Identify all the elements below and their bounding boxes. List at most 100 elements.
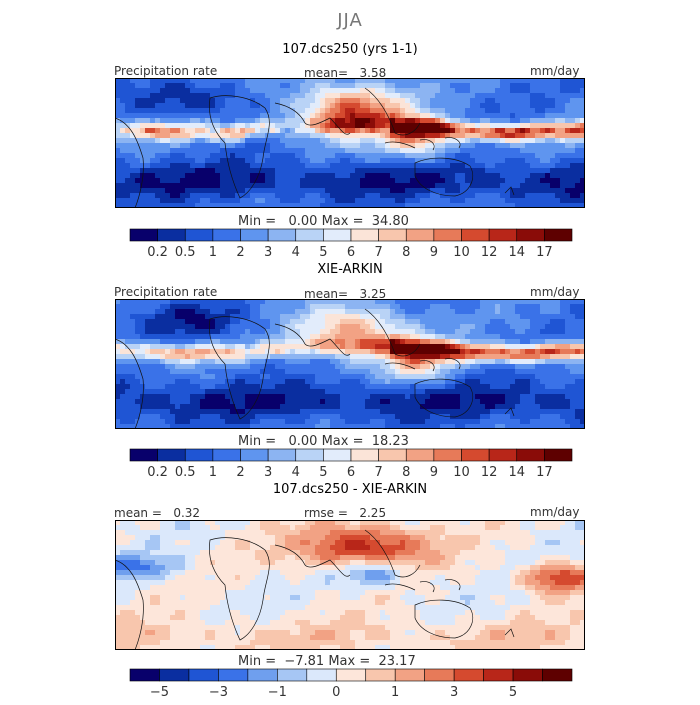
- panel3-minmax: Min = −7.81 Max = 23.17: [238, 654, 416, 669]
- panel1-precip-map: [115, 78, 585, 208]
- panel2-title: XIE-ARKIN: [317, 262, 383, 277]
- colorbar-tick-label: 10: [453, 245, 470, 260]
- colorbar-tick-label: 0: [332, 685, 340, 700]
- panel1-title: 107.dcs250 (yrs 1-1): [282, 42, 418, 57]
- colorbar-tick-label: 6: [347, 465, 355, 480]
- colorbar-tick-label: 4: [292, 245, 300, 260]
- panel2-mean-label: mean= 3.25: [304, 287, 387, 301]
- colorbar-swatch: [405, 228, 435, 242]
- colorbar-swatch: [212, 448, 241, 462]
- colorbar-swatch: [461, 228, 490, 242]
- coastline: [414, 157, 474, 197]
- colorbar-swatch: [157, 228, 186, 242]
- colorbar-swatch: [212, 228, 241, 242]
- colorbar-swatch: [240, 448, 269, 462]
- colorbar-tick-label: 17: [536, 465, 553, 480]
- colorbar-swatch: [184, 448, 214, 462]
- colorbar-tick-label: 2: [236, 245, 244, 260]
- colorbar-tick-label: 2: [236, 465, 244, 480]
- colorbar-tick-label: 12: [481, 465, 498, 480]
- colorbar-swatch: [488, 228, 518, 242]
- colorbar-tick-label: 7: [374, 465, 382, 480]
- colorbar-swatch: [295, 448, 324, 462]
- colorbar-swatch: [405, 448, 435, 462]
- colorbar-swatch: [323, 228, 352, 242]
- colorbar-swatch: [365, 668, 396, 682]
- coastline: [384, 358, 461, 372]
- colorbar-tick-label: 0.5: [175, 245, 196, 260]
- colorbar-tick-label: 8: [402, 465, 410, 480]
- colorbar-tick-label: 1: [209, 245, 217, 260]
- panel1-colorbar: 0.2 0.5 1 2 3 4 5 6 7 8 9 10 12 14 17: [129, 228, 573, 260]
- season-label: JJA: [337, 10, 363, 31]
- coastline: [274, 323, 351, 356]
- colorbar-swatch: [461, 448, 490, 462]
- coastline: [209, 537, 270, 641]
- colorbar-tick-label: −1: [268, 685, 287, 700]
- colorbar-tick-label: 4: [292, 465, 300, 480]
- colorbar-swatch: [247, 668, 278, 682]
- colorbar-swatch: [424, 668, 455, 682]
- coastline: [364, 87, 421, 136]
- colorbar-tick-label: 1: [209, 465, 217, 480]
- coastline: [414, 378, 474, 418]
- colorbar-tick-label: 7: [374, 245, 382, 260]
- colorbar-swatch: [306, 668, 337, 682]
- colorbar-swatch: [159, 668, 190, 682]
- colorbar-swatch: [240, 228, 269, 242]
- colorbar-swatch: [453, 668, 484, 682]
- coastline: [115, 559, 144, 650]
- panel3-mean-label: mean = 0.32: [114, 506, 201, 520]
- coastline: [384, 137, 461, 151]
- colorbar-tick-label: 3: [264, 465, 272, 480]
- panel3-difference-map: [115, 520, 585, 650]
- colorbar-swatch: [488, 448, 518, 462]
- panel1-variable-label: Precipitation rate: [114, 64, 218, 78]
- panel2-precip-map: [115, 299, 585, 429]
- colorbar-swatch: [323, 448, 352, 462]
- colorbar-swatch: [544, 228, 573, 242]
- coastline: [209, 95, 270, 199]
- panel1-mean-label: mean= 3.58: [304, 66, 387, 80]
- colorbar-swatch: [350, 228, 379, 242]
- colorbar-tick-label: 9: [430, 245, 438, 260]
- colorbar-swatch: [433, 228, 462, 242]
- coastline: [274, 544, 351, 577]
- colorbar-tick-label: 14: [508, 465, 525, 480]
- colorbar-swatch: [267, 448, 297, 462]
- colorbar-swatch: [129, 668, 160, 682]
- colorbar-swatch: [512, 668, 543, 682]
- colorbar-swatch: [184, 228, 214, 242]
- colorbar-tick-label: 5: [319, 465, 327, 480]
- colorbar-swatch: [335, 668, 367, 682]
- colorbar-swatch: [267, 228, 297, 242]
- colorbar-tick-label: 3: [264, 245, 272, 260]
- coastline: [504, 186, 515, 196]
- panel3-colorbar: −5 −3 −1 0 1 3 5: [129, 668, 573, 700]
- colorbar-swatch: [378, 228, 407, 242]
- panel3-rmse-label: rmse = 2.25: [304, 506, 387, 520]
- panel2-colorbar: 0.2 0.5 1 2 3 4 5 6 7 8 9 10 12 14 17: [129, 448, 573, 480]
- panel2-minmax: Min = 0.00 Max = 18.23: [238, 434, 409, 449]
- coastline: [115, 338, 144, 429]
- coastline: [414, 599, 474, 639]
- colorbar-tick-label: 5: [319, 245, 327, 260]
- colorbar-tick-label: 0.5: [175, 465, 196, 480]
- coastline: [274, 102, 351, 135]
- coastline: [364, 529, 421, 578]
- coastline: [384, 579, 461, 593]
- colorbar-swatch: [544, 448, 573, 462]
- colorbar-swatch: [433, 448, 462, 462]
- colorbar-tick-label: 0.2: [147, 465, 168, 480]
- colorbar-swatch: [277, 668, 308, 682]
- colorbar-swatch: [350, 448, 379, 462]
- colorbar-tick-label: 3: [450, 685, 458, 700]
- colorbar-tick-label: 14: [508, 245, 525, 260]
- colorbar-tick-label: −3: [209, 685, 228, 700]
- colorbar-swatch: [483, 668, 514, 682]
- panel1-minmax: Min = 0.00 Max = 34.80: [238, 214, 409, 229]
- colorbar-swatch: [516, 228, 545, 242]
- coastline: [115, 117, 144, 208]
- panel2-units-label: mm/day: [530, 285, 580, 299]
- colorbar-tick-label: 9: [430, 465, 438, 480]
